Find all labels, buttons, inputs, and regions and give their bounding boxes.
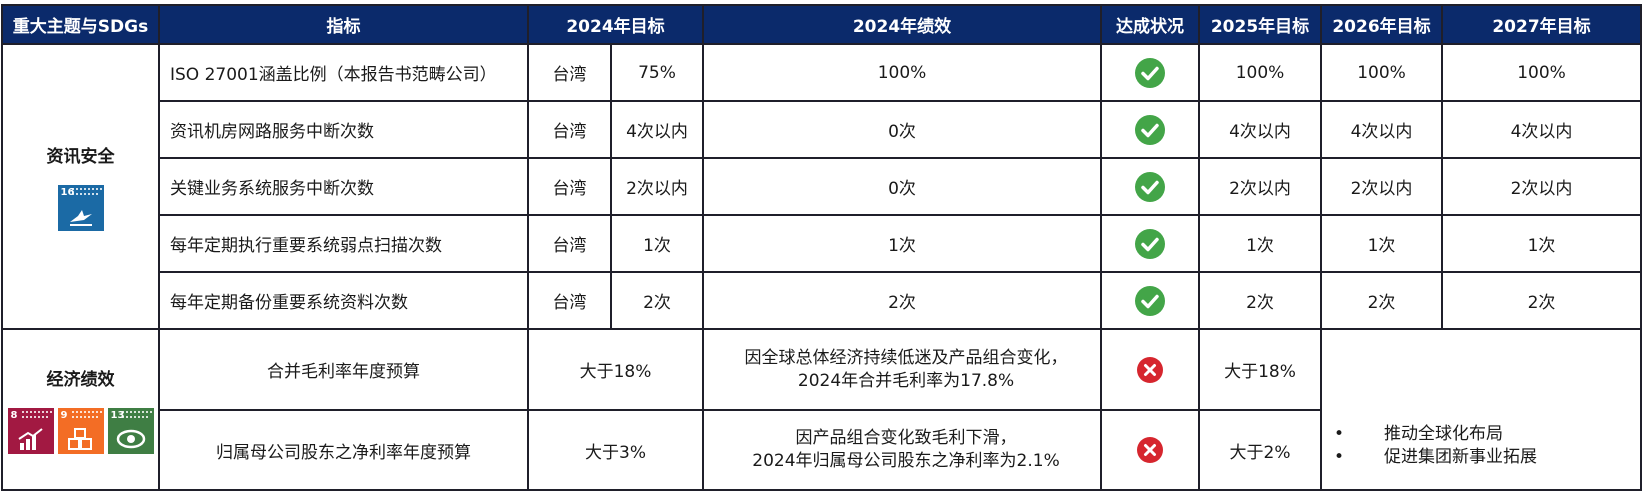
table-row: 归属母公司股东之净利率年度预算 大于3% 因产品组合变化致毛利下滑， 2024年…: [2, 409, 1641, 491]
sdg9-icon: 9: [57, 408, 104, 454]
target-2025-cell: 2次以内: [1198, 157, 1323, 216]
table-row: 资讯安全 16 ISO 27001涵盖比例（本报告书范畴公司） 台湾 75% 1…: [1, 43, 1643, 330]
perf-2024-cell: 1次: [702, 214, 1103, 273]
perf-2024-cell: 因产品组合变化致毛利下滑， 2024年归属母公司股东之净利率为2.1%: [702, 409, 1103, 491]
topic-cell-economic: 经济绩效 8 9 13: [1, 328, 160, 491]
table-row: 每年定期备份重要系统资料次数 台湾 2次 2次 2次 2次 2次: [2, 271, 1643, 330]
perf-2024-cell: 0次: [702, 100, 1103, 159]
target-2025-cell: 1次: [1198, 214, 1323, 273]
target-2025-cell: 大于18%: [1198, 328, 1323, 411]
topic-cell-infosec: 资讯安全 16: [1, 43, 160, 330]
table-row: 经济绩效 8 9 13: [1, 328, 1643, 491]
region-cell: 台湾: [527, 43, 612, 102]
status-cell: [1100, 409, 1201, 491]
target-2027-cell: 4次以内: [1441, 100, 1643, 159]
check-icon: [1135, 57, 1166, 88]
target-2026-cell: 2次: [1320, 271, 1444, 330]
header-target-2024: 2024年目标: [526, 4, 705, 45]
header-target-2026: 2026年目标: [1320, 4, 1444, 45]
status-cell: [1100, 328, 1201, 411]
region-cell: 台湾: [527, 214, 612, 273]
target-2024-cell: 大于18%: [526, 328, 705, 411]
header-row: 重大主题与SDGs 指标 2024年目标 2024年绩效 达成状况 2025年目…: [1, 4, 1643, 45]
check-icon: [1135, 171, 1166, 202]
table-row: 资讯机房网路服务中断次数 台湾 4次以内 0次 4次以内 4次以内 4次以内: [2, 100, 1643, 159]
target-2025-cell: 2次: [1198, 271, 1323, 330]
sdg13-icon: 13: [107, 408, 154, 454]
indicator-cell: 每年定期执行重要系统弱点扫描次数: [158, 214, 529, 273]
check-icon: [1135, 285, 1166, 316]
table-row: 关键业务系统服务中断次数 台湾 2次以内 0次 2次以内 2次以内 2次以内: [2, 157, 1643, 216]
cross-icon: [1137, 437, 1164, 463]
cross-icon: [1137, 356, 1164, 383]
indicator-cell: 合并毛利率年度预算: [158, 328, 529, 411]
future-goals-cell: • 推动全球化布局 • 促进集团新事业拓展: [1320, 328, 1643, 491]
region-cell: 台湾: [527, 271, 612, 330]
indicator-cell: 归属母公司股东之净利率年度预算: [158, 409, 529, 491]
target-2025-cell: 100%: [1198, 43, 1323, 102]
header-perf-2024: 2024年绩效: [702, 4, 1103, 45]
target-2026-cell: 2次以内: [1320, 157, 1444, 216]
indicator-cell: 每年定期备份重要系统资料次数: [158, 271, 529, 330]
status-cell: [1100, 271, 1201, 330]
target-2026-cell: 4次以内: [1320, 100, 1444, 159]
header-status: 达成状况: [1100, 4, 1201, 45]
indicator-cell: 关键业务系统服务中断次数: [158, 157, 529, 216]
table-row: 每年定期执行重要系统弱点扫描次数 台湾 1次 1次 1次 1次 1次: [2, 214, 1643, 273]
status-cell: [1100, 43, 1201, 102]
perf-2024-cell: 0次: [702, 157, 1103, 216]
target-2027-cell: 2次: [1441, 271, 1643, 330]
target-2027-cell: 100%: [1441, 43, 1643, 102]
sdg16-icon: 16: [57, 185, 104, 231]
target-2025-cell: 4次以内: [1198, 100, 1323, 159]
status-cell: [1100, 157, 1201, 216]
list-item: • 促进集团新事业拓展: [1334, 447, 1538, 467]
target-2027-cell: 2次以内: [1441, 157, 1643, 216]
header-topic: 重大主题与SDGs: [1, 4, 160, 45]
list-item: • 推动全球化布局: [1334, 424, 1504, 444]
header-target-2027: 2027年目标: [1441, 4, 1643, 45]
indicator-cell: ISO 27001涵盖比例（本报告书范畴公司）: [158, 43, 529, 102]
target-2024-cell: 4次以内: [609, 100, 705, 159]
status-cell: [1100, 214, 1201, 273]
target-2026-cell: 1次: [1320, 214, 1444, 273]
target-2024-cell: 2次以内: [609, 157, 705, 216]
status-cell: [1100, 100, 1201, 159]
sdg8-icon: 8: [7, 408, 54, 454]
perf-2024-cell: 100%: [702, 43, 1103, 102]
check-icon: [1135, 114, 1166, 145]
perf-2024-cell: 2次: [702, 271, 1103, 330]
target-2024-cell: 2次: [609, 271, 705, 330]
indicator-cell: 资讯机房网路服务中断次数: [158, 100, 529, 159]
check-icon: [1135, 228, 1166, 259]
header-target-2025: 2025年目标: [1198, 4, 1323, 45]
target-2025-cell: 大于2%: [1198, 409, 1323, 491]
topic-label: 资讯安全: [46, 147, 115, 167]
header-indicator: 指标: [158, 4, 529, 45]
perf-2024-cell: 因全球总体经济持续低迷及产品组合变化， 2024年合并毛利率为17.8%: [702, 328, 1103, 411]
target-2024-cell: 75%: [609, 43, 705, 102]
target-2027-cell: 1次: [1441, 214, 1643, 273]
target-2024-cell: 大于3%: [526, 409, 705, 491]
goals-table: 重大主题与SDGs 指标 2024年目标 2024年绩效 达成状况 2025年目…: [1, 4, 1643, 491]
region-cell: 台湾: [527, 157, 612, 216]
target-2026-cell: 100%: [1320, 43, 1444, 102]
topic-label: 经济绩效: [46, 370, 115, 390]
target-2024-cell: 1次: [609, 214, 705, 273]
region-cell: 台湾: [527, 100, 612, 159]
